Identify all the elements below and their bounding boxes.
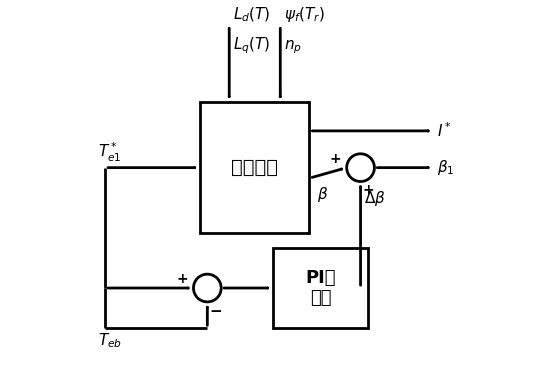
Text: 计算模块: 计算模块	[232, 158, 278, 177]
Bar	[273, 248, 368, 328]
Text: $T_{eb}$: $T_{eb}$	[98, 332, 122, 351]
Text: +: +	[176, 272, 188, 286]
Text: $\psi_f(T_r)$: $\psi_f(T_r)$	[284, 5, 325, 24]
Text: $\beta$: $\beta$	[317, 185, 328, 204]
Text: $\Delta\beta$: $\Delta\beta$	[364, 189, 386, 208]
Bar	[200, 102, 310, 233]
Text: −: −	[209, 304, 222, 319]
Text: $\beta_1$: $\beta_1$	[437, 158, 455, 177]
Text: +: +	[330, 152, 341, 166]
Text: $L_d(T)$: $L_d(T)$	[233, 5, 270, 24]
Text: $T_{e1}^*$: $T_{e1}^*$	[98, 141, 122, 164]
Text: +: +	[363, 183, 374, 197]
Text: $I^*$: $I^*$	[437, 121, 452, 140]
Text: $L_q(T)$: $L_q(T)$	[233, 36, 270, 57]
Text: $n_p$: $n_p$	[284, 39, 302, 57]
Text: PI调
节器: PI调 节器	[305, 269, 336, 308]
